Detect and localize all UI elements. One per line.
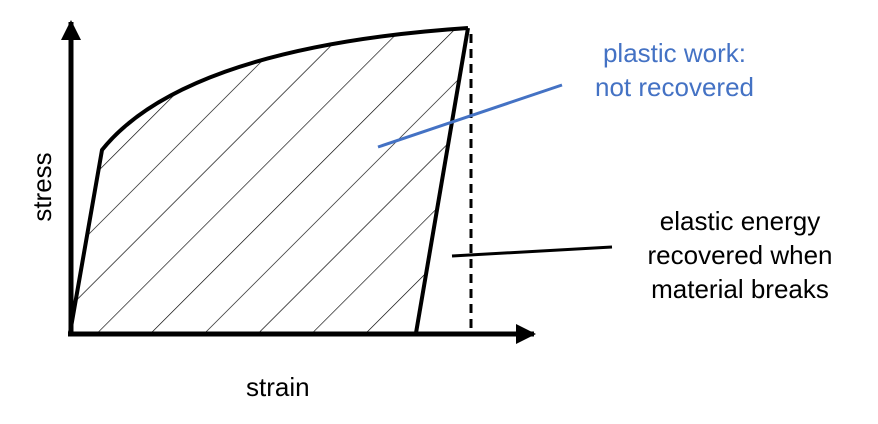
y-axis-label: stress: [27, 152, 57, 222]
plastic-work-annotation: plastic work: not recovered: [562, 36, 787, 104]
elastic-pointer-line: [451, 245, 613, 258]
x-axis-label: strain: [246, 372, 310, 402]
loading-curve: [68, 26, 469, 334]
unloading-line: [414, 27, 470, 334]
elastic-energy-annotation: elastic energy recovered when material b…: [620, 204, 860, 306]
plastic-annotation-line-2: not recovered: [595, 72, 754, 102]
elastic-annotation-line-2: recovered when: [647, 240, 833, 270]
plastic-work-area: [70, 28, 468, 333]
elastic-annotation-line-1: elastic energy: [659, 206, 821, 236]
elastic-annotation-line-3: material breaks: [651, 274, 829, 304]
plastic-annotation-line-1: plastic work:: [602, 38, 747, 68]
plastic-pointer-line: [377, 83, 563, 149]
